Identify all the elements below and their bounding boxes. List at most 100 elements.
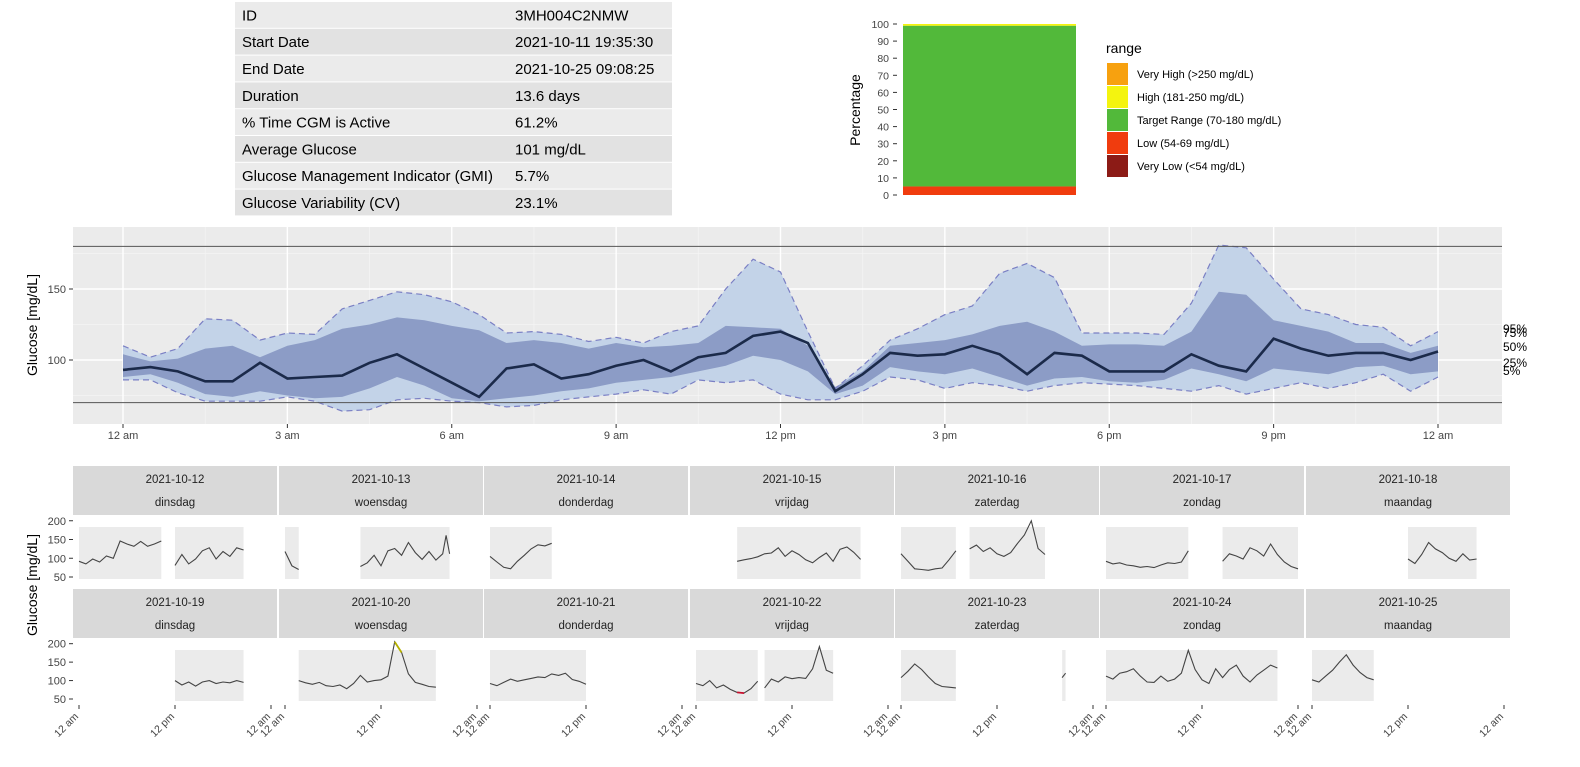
panel-date: 2021-10-13	[352, 474, 411, 486]
low-glucose-segment	[737, 691, 745, 694]
panel-strip	[279, 466, 483, 515]
percentile-label: 95%	[1503, 322, 1527, 336]
glucose-trace	[1222, 542, 1299, 570]
panel-strip	[690, 466, 894, 515]
panel-data-background	[1106, 650, 1278, 701]
x-tick-label: 12 pm	[1381, 710, 1410, 739]
panel-data-background	[285, 527, 299, 579]
y-tick-label: 100	[48, 553, 66, 565]
legend-label: Very High (>250 mg/dL)	[1137, 69, 1253, 81]
table-row	[235, 2, 672, 28]
table-row	[235, 136, 672, 162]
x-tick-label: 12 am	[1423, 430, 1454, 442]
panel-day: maandag	[1384, 497, 1432, 509]
glucose-trace	[489, 672, 587, 687]
legend-swatch	[1107, 63, 1128, 85]
glucose-trace	[284, 551, 299, 570]
table-row-label: Duration	[242, 88, 299, 105]
x-tick-label: 12 pm	[970, 710, 999, 739]
panel-strip	[1306, 466, 1510, 515]
panel-data-background	[764, 650, 834, 701]
y-tick-label: 40	[877, 122, 889, 134]
panel-strip	[895, 589, 1099, 638]
table-row-value: 61.2%	[515, 115, 558, 132]
x-tick-label: 9 pm	[1261, 430, 1285, 442]
legend-swatch	[1107, 86, 1128, 108]
table-row-label: End Date	[242, 61, 305, 78]
y-tick-label: 50	[54, 694, 66, 706]
panel-date: 2021-10-14	[557, 474, 616, 486]
panel-day: vrijdag	[775, 620, 809, 632]
panel-strip	[73, 589, 277, 638]
glucose-trace	[1407, 541, 1477, 565]
panel-date: 2021-10-24	[1173, 597, 1232, 609]
table-row-value: 2021-10-11 19:35:30	[515, 34, 653, 51]
x-tick-label: 9 am	[604, 430, 628, 442]
y-tick-label: 200	[48, 639, 66, 651]
legend-label: Target Range (70-180 mg/dL)	[1137, 115, 1281, 127]
glucose-trace	[174, 680, 244, 687]
panel-strip	[1306, 589, 1510, 638]
panel-data-background	[696, 650, 758, 701]
high-glucose-segment	[393, 641, 403, 654]
panel-day: zondag	[1183, 620, 1221, 632]
legend-swatch	[1107, 109, 1128, 131]
band-25-75	[123, 291, 1438, 402]
summary-table: ID 3MH004C2NMW Start Date 2021-10-11 19:35:…	[235, 2, 672, 216]
panel-data-background	[360, 527, 450, 579]
panel-strip	[895, 466, 1099, 515]
panel-day: donderdag	[559, 620, 614, 632]
table-row-label: Average Glucose	[242, 141, 357, 158]
legend-label: Very Low (<54 mg/dL)	[1137, 161, 1245, 173]
x-tick-label: 3 pm	[933, 430, 957, 442]
table-row	[235, 28, 672, 55]
glucose-trace	[1105, 648, 1278, 685]
panel-day: dinsdag	[155, 497, 195, 509]
legend-swatch	[1107, 132, 1128, 154]
panel-data-background	[298, 650, 436, 701]
panel-day: vrijdag	[775, 497, 809, 509]
range-bar-segment	[903, 24, 1076, 26]
panel-date: 2021-10-12	[146, 474, 205, 486]
y-tick-label: 30	[877, 139, 889, 151]
panel-date: 2021-10-23	[968, 597, 1027, 609]
panel-date: 2021-10-15	[763, 474, 822, 486]
x-tick-label: 12 pm	[148, 710, 177, 739]
panel-date: 2021-10-21	[557, 597, 616, 609]
x-tick-label: 12 pm	[354, 710, 383, 739]
panel-strip	[484, 466, 688, 515]
daily-glucose-chart: 2021-10-12 dinsdag 50 100 150 200 2021-10-13 wo…	[24, 466, 1510, 740]
panel-data-background	[901, 650, 956, 701]
panel-date: 2021-10-22	[763, 597, 822, 609]
percentile-label: 50%	[1503, 340, 1527, 354]
y-tick-label: 150	[48, 535, 66, 547]
glucose-trace	[900, 550, 957, 571]
panel-data-background	[490, 527, 552, 579]
panel-date: 2021-10-20	[352, 597, 411, 609]
table-row-value: 13.6 days	[515, 88, 580, 105]
panel-strip	[279, 589, 483, 638]
panel-day: maandag	[1384, 620, 1432, 632]
panel-data-background	[737, 527, 861, 579]
panel-strip	[73, 466, 277, 515]
x-tick-label: 6 pm	[1097, 430, 1121, 442]
panel-day: woensdag	[354, 497, 407, 509]
x-tick-label: 12 pm	[765, 710, 794, 739]
table-row-label: Glucose Variability (CV)	[242, 195, 400, 212]
glucose-trace	[969, 519, 1046, 558]
panel-day: zaterdag	[975, 620, 1020, 632]
x-tick-label: 12 am	[52, 710, 81, 739]
x-tick-label: 6 am	[440, 430, 464, 442]
panel-day: zondag	[1183, 497, 1221, 509]
panel-strip	[690, 589, 894, 638]
table-row-label: Start Date	[242, 34, 310, 51]
glucose-trace	[695, 679, 759, 694]
glucose-trace	[764, 644, 834, 689]
range-bar-segment	[903, 25, 1076, 187]
panel-data-background	[175, 650, 244, 701]
table-row-label: ID	[242, 7, 257, 24]
panel-day: donderdag	[559, 497, 614, 509]
range-bar-segment	[903, 186, 1076, 195]
table-row-label: % Time CGM is Active	[242, 115, 390, 132]
